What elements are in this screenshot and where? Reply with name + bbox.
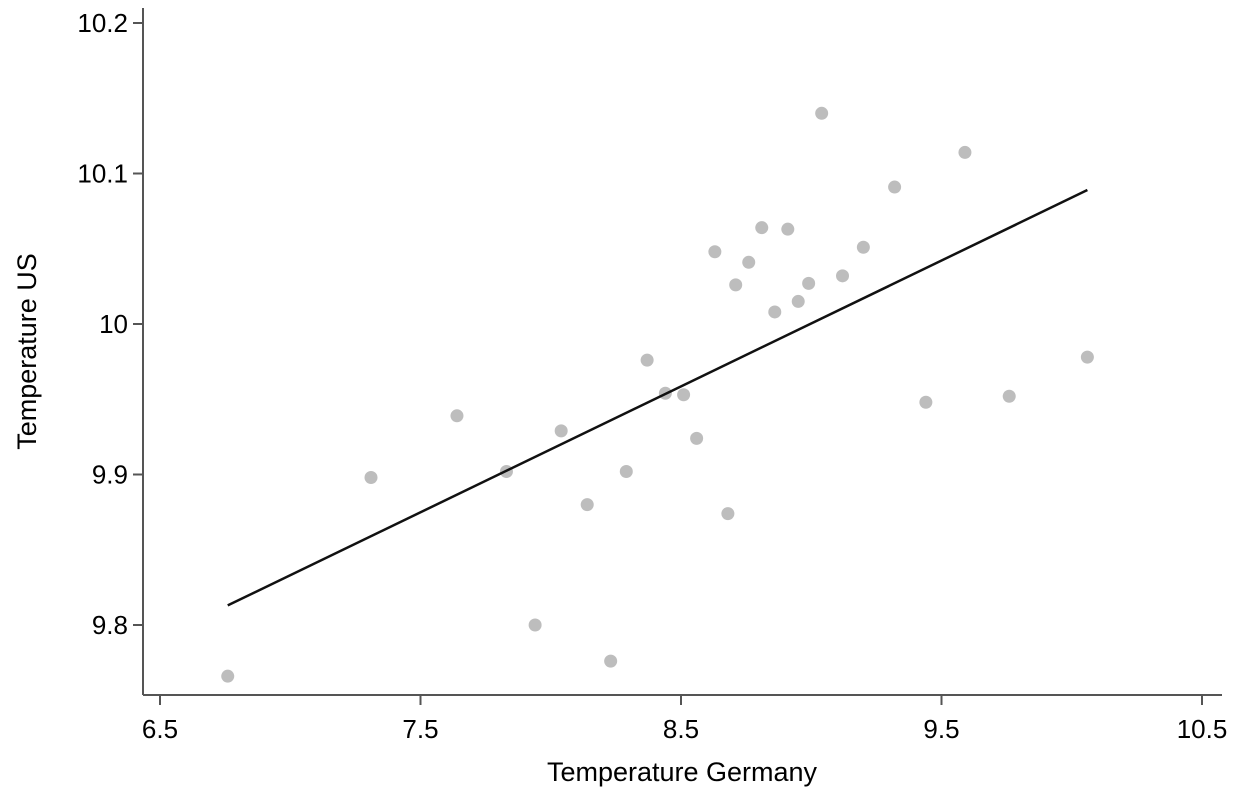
y-tick-label: 10: [99, 309, 128, 339]
data-point: [815, 106, 829, 120]
fit-line-group: [227, 188, 1088, 607]
data-point: [708, 245, 722, 259]
data-point: [640, 353, 654, 367]
y-tick-label: 9.8: [92, 610, 128, 640]
data-point: [919, 395, 933, 409]
x-tick-label: 10.5: [1177, 714, 1228, 744]
data-point: [1080, 350, 1094, 364]
data-point: [580, 498, 594, 512]
data-point: [364, 471, 378, 485]
x-tick-label: 9.5: [923, 714, 959, 744]
data-point: [742, 255, 756, 269]
data-point: [836, 269, 850, 283]
data-point: [690, 431, 704, 445]
x-tick-label: 8.5: [663, 714, 699, 744]
data-point: [768, 305, 782, 319]
y-tick-label: 10.2: [77, 8, 128, 38]
y-axis-ticks: 9.8 9.9 10 10.1 10.2: [77, 8, 143, 640]
data-point: [554, 424, 568, 438]
data-point: [729, 278, 743, 292]
data-point: [450, 409, 464, 423]
data-point: [755, 221, 769, 235]
x-axis-ticks: 6.5 7.5 8.5 9.5 10.5: [142, 695, 1227, 744]
y-tick-label: 9.9: [92, 460, 128, 490]
x-axis-title: Temperature Germany: [547, 757, 818, 787]
data-point: [221, 669, 235, 683]
fit-line: [227, 188, 1088, 607]
x-tick-label: 6.5: [142, 714, 178, 744]
y-axis-title: Temperature US: [12, 253, 42, 450]
data-point: [791, 294, 805, 308]
data-point: [1002, 389, 1016, 403]
data-point: [721, 507, 735, 521]
data-point: [528, 618, 542, 632]
scatter-points: [221, 106, 1094, 683]
y-tick-label: 10.1: [77, 159, 128, 189]
plot-area: 9.8 9.9 10 10.1 10.2 6.5 7.5 8.5 9.5 10.5: [77, 8, 1227, 744]
data-point: [888, 180, 902, 194]
data-point: [604, 654, 618, 668]
data-point: [781, 222, 795, 236]
data-point: [802, 276, 816, 290]
data-point: [958, 145, 972, 159]
x-tick-label: 7.5: [402, 714, 438, 744]
data-point: [677, 388, 691, 402]
data-point: [856, 240, 870, 254]
data-point: [619, 464, 633, 478]
